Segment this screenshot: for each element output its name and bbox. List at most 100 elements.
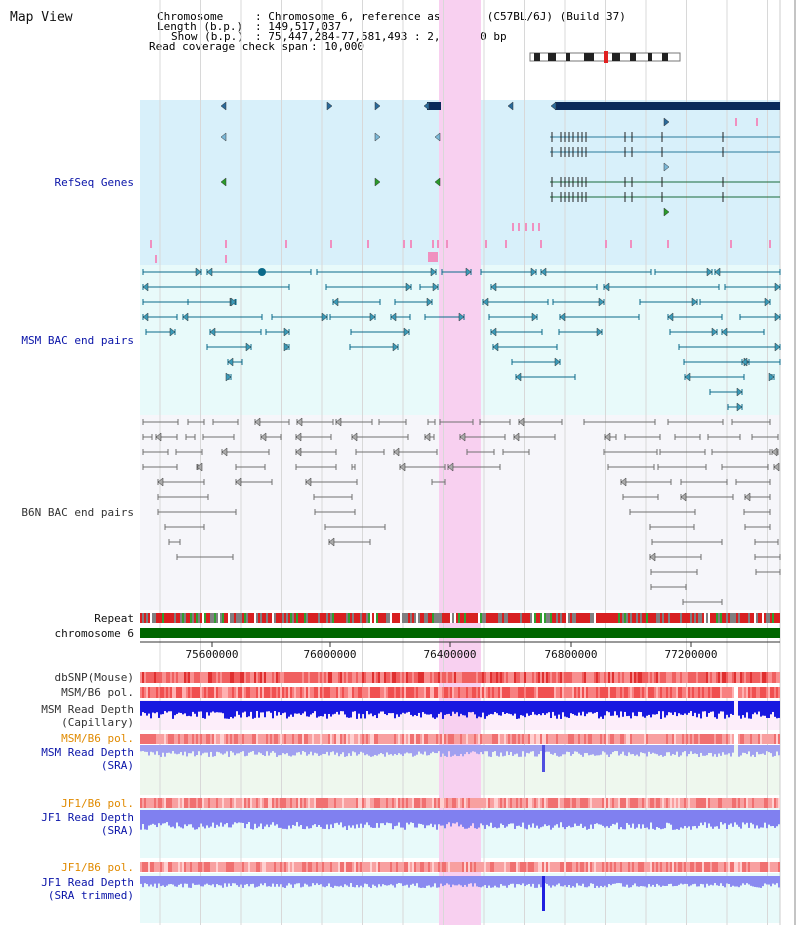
- jf1-sra-depth-bar: [214, 810, 216, 828]
- msm-b6-pol-segment: [402, 687, 404, 698]
- jf1-pol-1-segment: [310, 798, 312, 808]
- msm-b6-pol-segment: [584, 687, 586, 698]
- msm-b6-pol-segment: [160, 687, 162, 698]
- dbsnp-segment: [250, 672, 252, 683]
- track-label-refseq[interactable]: RefSeq Genes: [54, 176, 134, 189]
- jf1-pol-1-segment: [382, 798, 384, 808]
- jf1-pol-1-segment: [588, 798, 590, 808]
- repeat-segment: [322, 613, 324, 623]
- msm-sra-depth-bar: [182, 745, 184, 756]
- jf1-pol-2-segment: [220, 862, 222, 872]
- repeat-segment: [706, 613, 708, 623]
- msm-sra-depth-bar: [668, 745, 670, 753]
- repeat-segment: [724, 613, 726, 623]
- repeat-segment: [400, 613, 402, 623]
- b6n-bac-arrow: [295, 432, 302, 442]
- msm-b6-pol-sra-segment: [634, 734, 636, 744]
- repeat-segment: [170, 613, 172, 623]
- jf1-pol-1-segment: [750, 798, 752, 808]
- jf1-sra-depth-bar: [416, 810, 418, 828]
- repeat-segment: [332, 613, 334, 623]
- jf1-pol-1-segment: [642, 798, 644, 808]
- jf1-pol-2-segment: [482, 862, 484, 872]
- repeat-segment: [764, 613, 766, 623]
- msm-b6-pol-segment: [226, 687, 228, 698]
- jf1-trim-depth-bar: [312, 876, 314, 884]
- jf1-sra-depth-bar: [650, 810, 652, 823]
- jf1-trim-depth-bar: [614, 876, 616, 884]
- ideogram-band: [630, 53, 636, 61]
- jf1-pol-2-segment: [654, 862, 656, 872]
- jf1-pol-2-segment: [168, 862, 170, 872]
- repeat-segment: [278, 613, 280, 623]
- msm-b6-pol-sra-segment: [304, 734, 306, 744]
- jf1-pol-2-segment: [186, 862, 188, 872]
- capillary-depth-bar: [296, 701, 298, 714]
- msm-b6-pol-sra-segment: [552, 734, 554, 744]
- dbsnp-segment: [382, 672, 384, 683]
- dbsnp-segment: [576, 672, 578, 683]
- refseq-pink-mark: [285, 240, 287, 248]
- msm-b6-pol-sra-segment: [590, 734, 592, 744]
- repeat-segment: [530, 613, 532, 623]
- jf1-sra-depth-bar: [148, 810, 150, 826]
- track-label-b6n-bac[interactable]: B6N BAC end pairs: [21, 506, 134, 519]
- jf1-pol-1-segment: [154, 798, 156, 808]
- dbsnp-segment: [162, 672, 164, 683]
- dbsnp-segment: [484, 672, 486, 683]
- jf1-trim-depth-bar: [320, 876, 322, 885]
- jf1-trim-depth-bar: [646, 876, 648, 888]
- capillary-depth-bar: [656, 701, 658, 715]
- jf1-pol-1-segment: [470, 798, 472, 808]
- msm-b6-pol-sra-segment: [530, 734, 532, 744]
- jf1-trim-depth-bar: [260, 876, 262, 884]
- refseq-pink-mark: [432, 240, 434, 248]
- jf1-sra-depth-bar: [560, 810, 562, 823]
- jf1-trim-depth-bar: [286, 876, 288, 886]
- jf1-pol-1-segment: [346, 798, 348, 808]
- msm-b6-pol-sra-segment: [740, 734, 742, 744]
- msm-b6-pol-segment: [720, 687, 722, 698]
- jf1-pol-1-segment: [216, 798, 218, 808]
- jf1-pol-2-segment: [626, 862, 628, 872]
- track-label-msm-bac[interactable]: MSM BAC end pairs: [21, 334, 134, 347]
- jf1-trim-depth-bar: [468, 876, 470, 884]
- jf1-sra-depth-bar: [508, 810, 510, 825]
- msm-b6-pol-segment: [280, 687, 282, 698]
- msm-b6-pol-sra-segment: [716, 734, 718, 744]
- repeat-segment: [258, 613, 260, 623]
- track-label-msm-depth-sra-sub: (SRA): [100, 759, 134, 772]
- jf1-pol-1-segment: [284, 798, 286, 808]
- jf1-sra-depth-bar: [452, 810, 454, 824]
- jf1-sra-depth-bar: [250, 810, 252, 829]
- msm-b6-pol-sra-segment: [416, 734, 418, 744]
- msm-b6-pol-segment: [586, 687, 588, 698]
- msm-b6-pol-segment: [748, 687, 750, 698]
- jf1-sra-depth-bar: [700, 810, 702, 823]
- msm-b6-pol-segment: [572, 687, 574, 698]
- repeat-segment: [194, 613, 196, 623]
- jf1-pol-2-segment: [744, 862, 746, 872]
- capillary-depth-bar: [302, 701, 304, 714]
- capillary-depth-bar: [778, 701, 780, 718]
- msm-sra-depth-bar: [538, 745, 540, 755]
- jf1-trim-depth-bar: [210, 876, 212, 886]
- jf1-trim-depth-bar: [744, 876, 746, 885]
- dbsnp-segment: [702, 672, 704, 683]
- jf1-pol-2-segment: [468, 862, 470, 872]
- jf1-pol-2-segment: [310, 862, 312, 872]
- dbsnp-segment: [212, 672, 214, 683]
- jf1-trim-depth-bar: [374, 876, 376, 886]
- msm-b6-pol-sra-segment: [402, 734, 404, 744]
- jf1-sra-depth-bar: [522, 810, 524, 823]
- dbsnp-segment: [402, 672, 404, 683]
- jf1-pol-2-segment: [570, 862, 572, 872]
- jf1-pol-1-segment: [516, 798, 518, 808]
- msm-sra-depth-bar: [248, 745, 250, 753]
- capillary-depth-bar: [272, 701, 274, 719]
- jf1-pol-2-segment: [638, 862, 640, 872]
- msm-b6-pol-segment: [498, 687, 500, 698]
- jf1-trim-depth-bar: [520, 876, 522, 886]
- msm-b6-pol-segment: [500, 687, 502, 698]
